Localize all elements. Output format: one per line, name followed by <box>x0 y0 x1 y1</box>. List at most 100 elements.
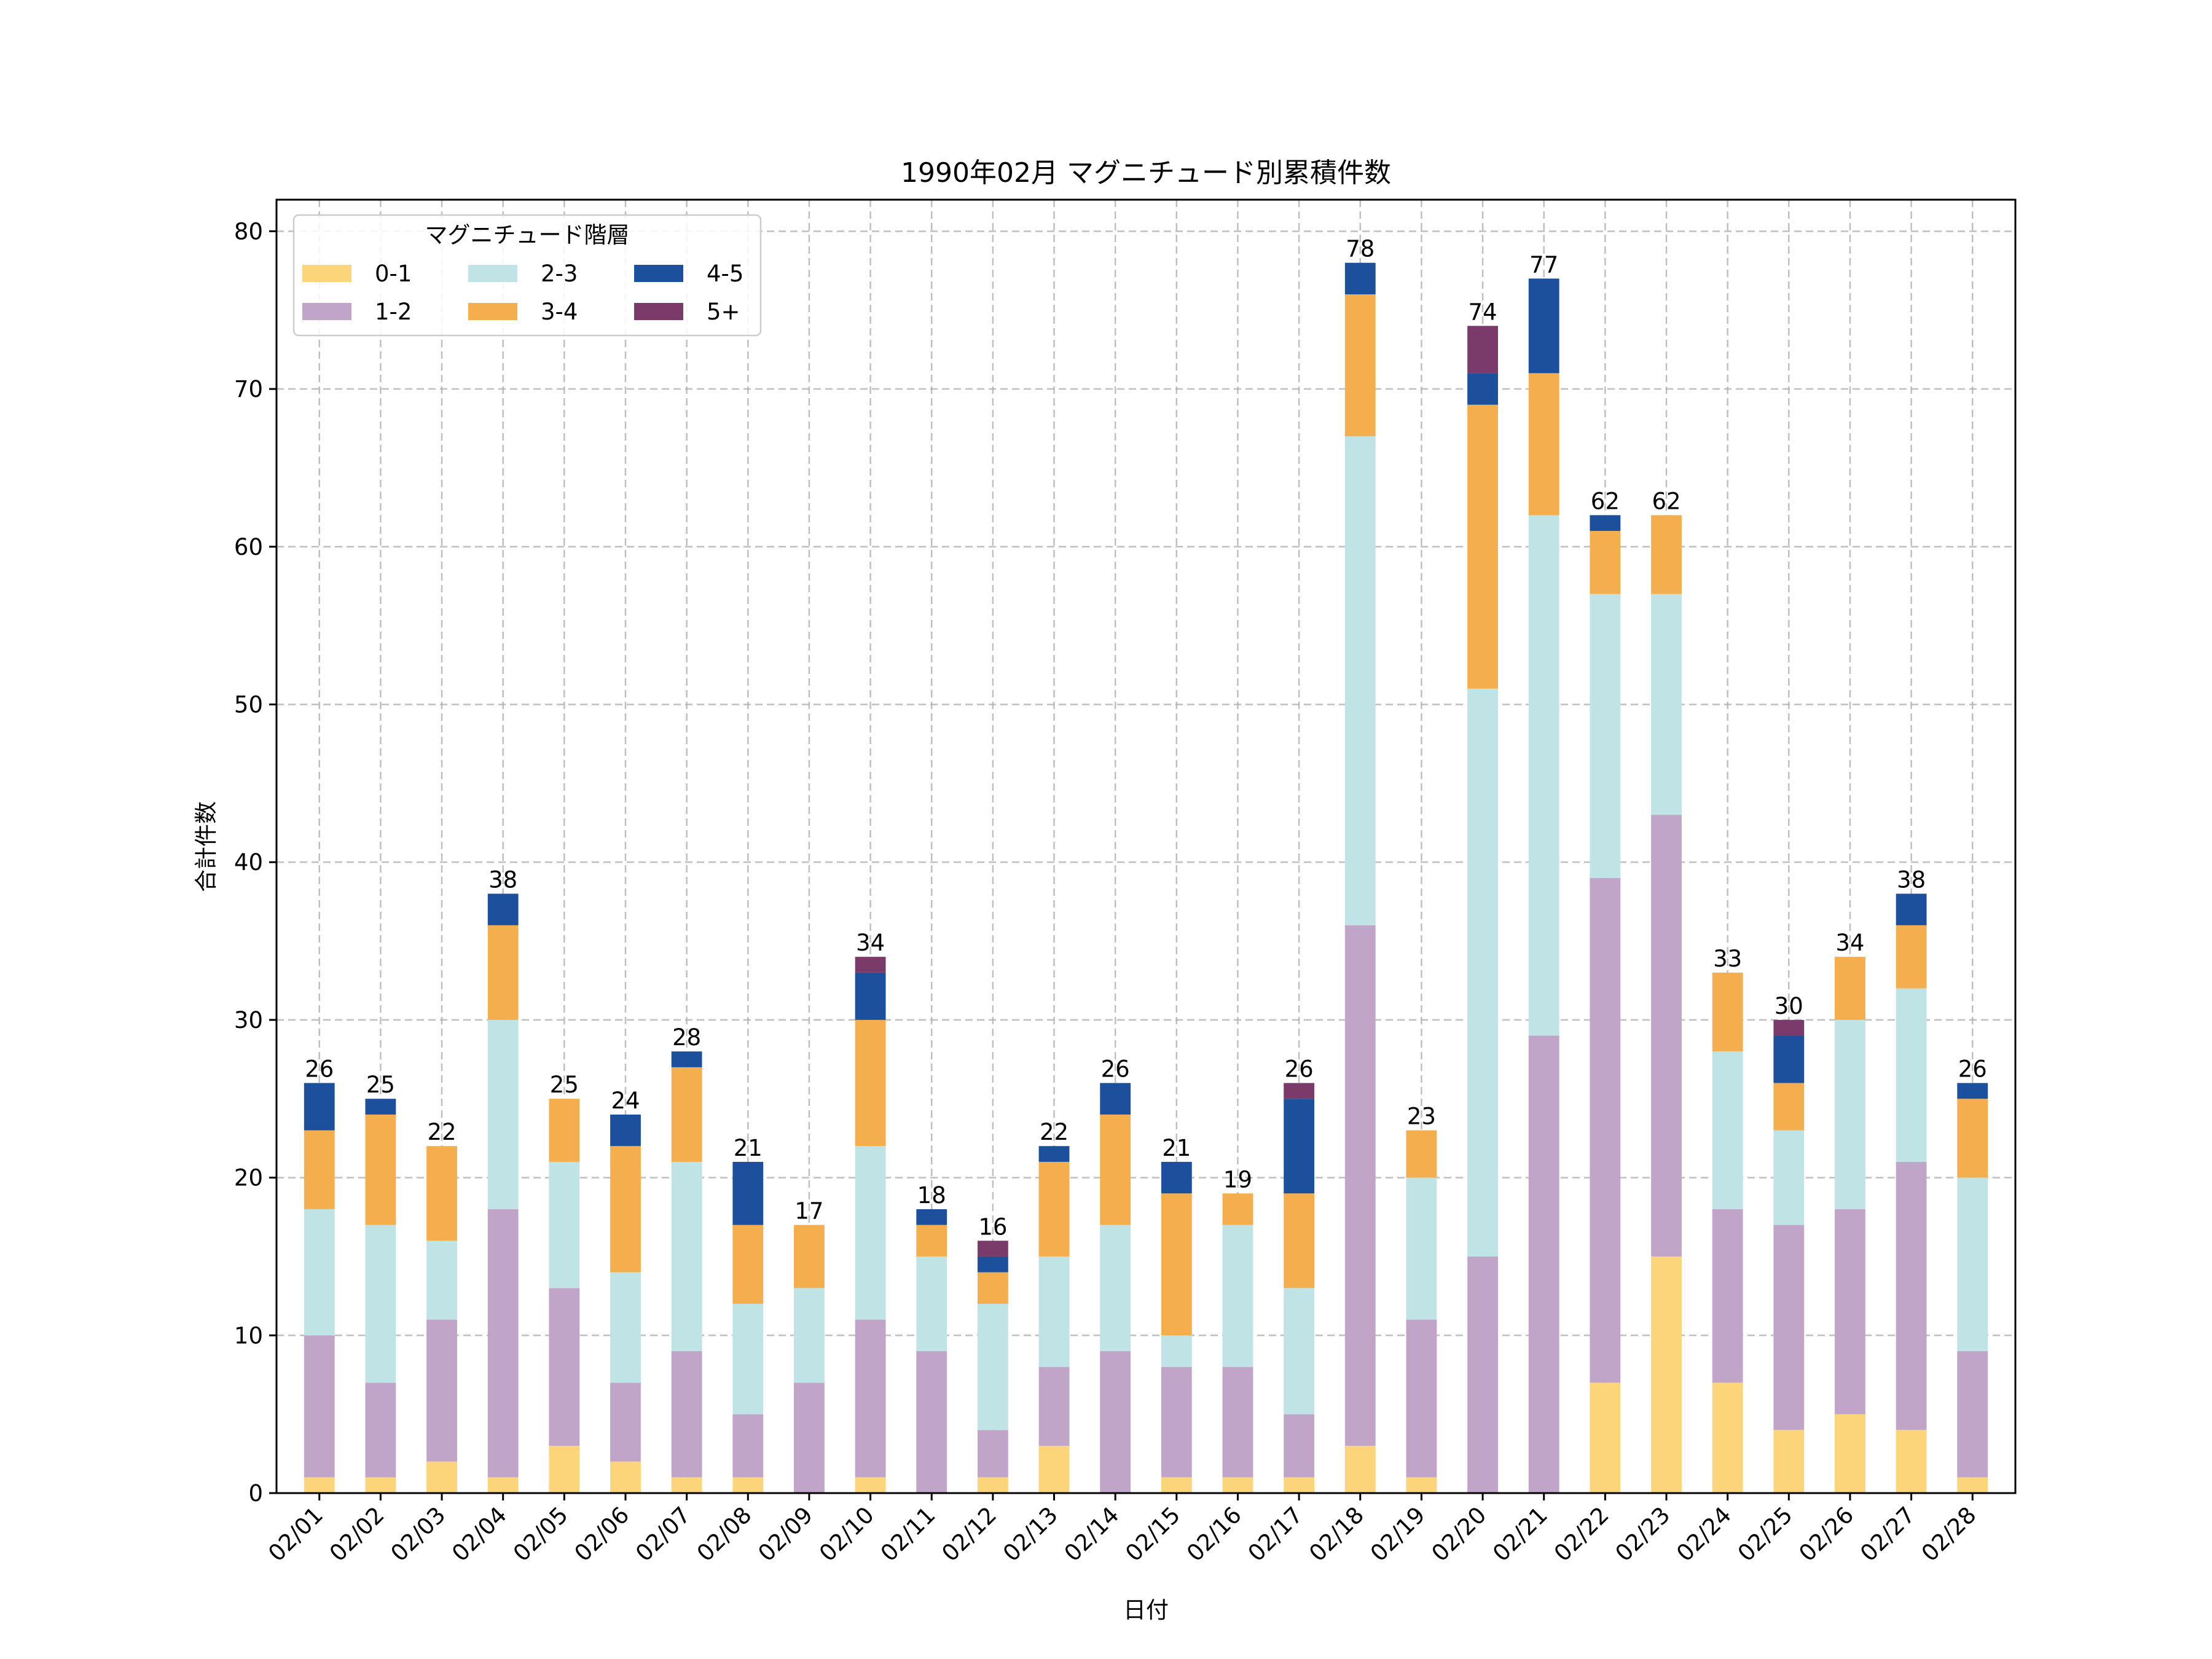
bar-segment-2-3 <box>610 1272 641 1383</box>
bar-segment-0-1 <box>487 1477 519 1493</box>
total-label: 25 <box>366 1072 395 1098</box>
bar-segment-1-2 <box>1528 1035 1559 1493</box>
bar-segment-1-2 <box>916 1351 947 1493</box>
legend-label: 3-4 <box>541 299 578 325</box>
total-label: 25 <box>550 1072 579 1098</box>
x-tick-label: 02/23 <box>1610 1502 1676 1567</box>
x-tick-label: 02/10 <box>814 1502 879 1567</box>
bar-segment-5+ <box>1467 326 1498 374</box>
total-label: 30 <box>1775 993 1803 1019</box>
bar-segment-4-5 <box>916 1209 947 1225</box>
legend-item-2-3: 2-3 <box>468 261 578 287</box>
bar-segment-4-5 <box>977 1256 1008 1273</box>
bar-segment-0-1 <box>304 1477 335 1493</box>
x-tick-label: 02/20 <box>1427 1502 1492 1567</box>
x-tick-label: 02/24 <box>1671 1502 1736 1567</box>
bar-segment-1-2 <box>1222 1367 1253 1478</box>
bar-segment-0-1 <box>1406 1477 1437 1493</box>
bar-segment-1-2 <box>794 1382 825 1493</box>
bar-segment-0-1 <box>671 1477 702 1493</box>
bar-segment-4-5 <box>1344 262 1376 295</box>
bar-segment-3-4 <box>1038 1161 1070 1257</box>
bar-segment-3-4 <box>916 1225 947 1257</box>
grid-layer <box>276 200 2015 1494</box>
total-label: 26 <box>1958 1056 1987 1083</box>
bar-segment-1-2 <box>487 1209 519 1478</box>
bar-segment-2-3 <box>1222 1225 1253 1367</box>
bar-stack-02/20 <box>1467 326 1498 1493</box>
bar-segment-4-5 <box>1896 893 1927 925</box>
bar-stack-02/22 <box>1590 515 1621 1493</box>
bar-segment-3-4 <box>1651 515 1682 594</box>
bars-layer <box>304 262 1988 1493</box>
bar-segment-4-5 <box>732 1161 764 1225</box>
x-tick-label: 02/15 <box>1120 1502 1185 1567</box>
y-tick-label: 50 <box>234 691 263 718</box>
bar-segment-1-2 <box>1284 1414 1315 1478</box>
bar-segment-2-3 <box>855 1146 886 1320</box>
bar-segment-4-5 <box>1590 515 1621 531</box>
bar-stack-02/11 <box>916 1209 947 1493</box>
bar-stack-02/07 <box>671 1051 702 1493</box>
bar-segment-1-2 <box>1344 925 1376 1446</box>
bar-segment-0-1 <box>1284 1477 1315 1493</box>
bar-segment-1-2 <box>855 1319 886 1478</box>
bar-segment-0-1 <box>365 1477 396 1493</box>
legend-label: 0-1 <box>375 261 412 287</box>
x-tick-label: 02/19 <box>1365 1502 1430 1567</box>
x-tick-label: 02/14 <box>1059 1502 1124 1567</box>
x-tick-label: 02/21 <box>1488 1502 1553 1567</box>
bar-segment-3-4 <box>1161 1193 1192 1336</box>
bar-segment-2-3 <box>671 1161 702 1351</box>
legend-item-1-2: 1-2 <box>302 299 412 325</box>
total-label: 62 <box>1591 488 1620 514</box>
bar-segment-0-1 <box>1344 1445 1376 1493</box>
bar-segment-3-4 <box>1712 972 1743 1052</box>
bar-stack-02/10 <box>855 957 886 1493</box>
x-tick-label: 02/05 <box>508 1502 573 1567</box>
bar-stack-02/15 <box>1161 1161 1192 1493</box>
bar-segment-3-4 <box>794 1225 825 1288</box>
x-tick-label: 02/18 <box>1304 1502 1369 1567</box>
legend-swatch <box>468 303 517 320</box>
bar-segment-1-2 <box>1651 815 1682 1257</box>
x-tick-label: 02/28 <box>1916 1502 1982 1567</box>
x-tick-label: 02/07 <box>630 1502 696 1567</box>
legend-items: 0-1 1-2 2-3 3-4 4-5 5+ <box>302 261 743 325</box>
bar-segment-1-2 <box>671 1351 702 1478</box>
bar-segment-4-5 <box>1467 373 1498 405</box>
bar-stack-02/04 <box>487 893 519 1493</box>
bar-segment-1-2 <box>1467 1256 1498 1493</box>
bar-segment-2-3 <box>1957 1177 1988 1351</box>
bar-segment-0-1 <box>1651 1256 1682 1493</box>
x-tick-label: 02/06 <box>570 1502 635 1567</box>
bar-segment-3-4 <box>1284 1193 1315 1288</box>
x-tick-label: 02/09 <box>753 1502 818 1567</box>
legend-swatch <box>302 265 351 282</box>
bar-segment-1-2 <box>1100 1351 1131 1493</box>
bar-segment-2-3 <box>1100 1225 1131 1351</box>
bar-stack-02/08 <box>732 1161 764 1493</box>
legend: マグニチュード階層 0-1 1-2 2-3 3-4 4-5 5+ <box>292 214 762 337</box>
legend-label: 2-3 <box>541 261 578 287</box>
bar-segment-4-5 <box>487 893 519 925</box>
bar-segment-3-4 <box>1222 1193 1253 1225</box>
total-label: 16 <box>978 1214 1007 1240</box>
bar-stack-02/25 <box>1773 1019 1805 1493</box>
bar-segment-2-3 <box>304 1209 335 1336</box>
bar-segment-1-2 <box>1773 1225 1805 1430</box>
bar-segment-5+ <box>1773 1019 1805 1036</box>
bar-segment-2-3 <box>1651 594 1682 815</box>
bar-segment-2-3 <box>426 1241 457 1320</box>
total-label: 74 <box>1469 299 1497 325</box>
x-tick-label: 02/12 <box>936 1502 1002 1567</box>
y-tick-label: 70 <box>234 376 263 402</box>
total-label: 24 <box>611 1088 640 1114</box>
bar-segment-3-4 <box>1528 373 1559 516</box>
bar-segment-0-1 <box>1038 1445 1070 1493</box>
bar-segment-1-2 <box>732 1414 764 1478</box>
bar-segment-1-2 <box>426 1319 457 1462</box>
legend-label: 5+ <box>707 299 740 325</box>
bar-segment-0-1 <box>977 1477 1008 1493</box>
bar-segment-0-1 <box>1957 1477 1988 1493</box>
